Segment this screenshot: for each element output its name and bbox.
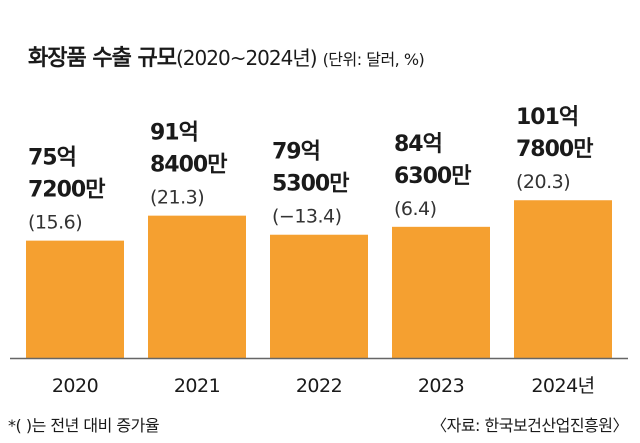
value-label-line2: 7200만 [28, 178, 105, 203]
bar-2024년 [514, 200, 612, 358]
x-tick-label: 2022 [296, 375, 342, 397]
chart-unit-note: (단위: 달러, %) [322, 50, 425, 69]
growth-rate-label: (21.3) [150, 187, 204, 209]
bar-2023 [392, 226, 490, 358]
value-label-line1: 101억 [516, 105, 578, 130]
value-label-line2: 8400만 [150, 153, 227, 178]
growth-footnote: *( )는 전년 대비 증가율 [8, 416, 160, 435]
value-label-line1: 84억 [394, 132, 442, 157]
value-label-line1: 79억 [272, 140, 320, 165]
growth-rate-label: (−13.4) [272, 206, 342, 228]
x-tick-label: 2024년 [531, 375, 594, 397]
growth-rate-label: (6.4) [394, 198, 437, 220]
x-tick-label: 2020 [52, 375, 98, 397]
bar-2021 [148, 215, 246, 358]
value-label-line1: 75억 [28, 146, 76, 171]
growth-rate-label: (20.3) [516, 171, 570, 193]
bar-2022 [270, 234, 368, 358]
value-label-line2: 5300만 [272, 172, 349, 197]
data-source: 〈자료: 한국보건산업진흥원〉 [431, 416, 628, 435]
chart-title: 화장품 수출 규모(2020~2024년) (단위: 달러, %) [28, 40, 425, 72]
chart-title-period: (2020~2024년) [176, 46, 318, 70]
value-label-line2: 7800만 [516, 137, 593, 162]
bar-2020 [26, 240, 124, 358]
chart-title-main: 화장품 수출 규모 [28, 46, 177, 71]
growth-rate-label: (15.6) [28, 212, 82, 234]
x-tick-label: 2023 [418, 375, 464, 397]
x-tick-label: 2021 [174, 375, 220, 397]
value-label-line1: 91억 [150, 121, 198, 146]
value-label-line2: 6300만 [394, 164, 471, 189]
